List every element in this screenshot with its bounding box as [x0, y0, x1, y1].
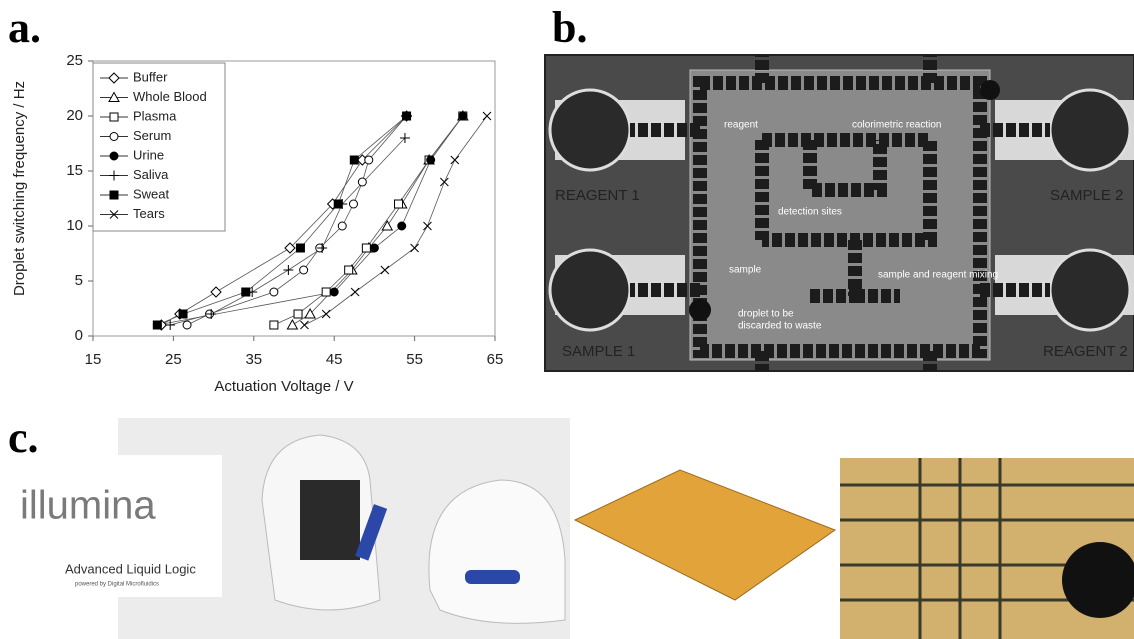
annotation: discarded to waste	[738, 321, 822, 332]
marker	[333, 199, 343, 209]
y-tick-label: 20	[66, 107, 83, 124]
marker	[349, 155, 359, 165]
marker	[182, 320, 192, 330]
marker	[364, 155, 374, 165]
marker	[482, 111, 492, 121]
marker	[397, 221, 407, 231]
marker	[350, 287, 360, 297]
marker	[369, 243, 379, 253]
marker	[321, 309, 331, 319]
marker	[410, 243, 419, 253]
panel-label: c.	[8, 413, 39, 462]
x-tick-label: 25	[165, 351, 182, 368]
legend-label: Urine	[133, 147, 164, 162]
port-label: REAGENT 1	[555, 187, 640, 204]
legend-label: Plasma	[133, 108, 177, 123]
marker	[108, 72, 120, 84]
marker	[293, 309, 303, 319]
marker	[206, 309, 217, 319]
series-line	[157, 115, 464, 326]
panel-label: a.	[8, 3, 41, 52]
photo-b	[544, 54, 1134, 372]
marker	[317, 243, 328, 253]
logo-sub: powered by Digital Microfluidics	[75, 582, 159, 588]
marker	[152, 320, 162, 330]
x-tick-label: 65	[487, 351, 504, 368]
series-line	[186, 115, 407, 326]
marker	[439, 177, 449, 187]
marker	[300, 320, 309, 330]
legend-label: Sweat	[133, 186, 170, 201]
y-tick-label: 10	[66, 217, 83, 234]
x-tick-label: 45	[326, 351, 343, 368]
legend-label: Tears	[133, 206, 165, 221]
x-tick-label: 15	[85, 351, 102, 368]
marker	[295, 243, 305, 253]
port-label: SAMPLE 2	[1050, 187, 1123, 204]
annotation: detection sites	[778, 207, 842, 218]
marker	[458, 111, 468, 121]
marker	[321, 287, 331, 297]
marker	[109, 112, 119, 122]
marker	[450, 155, 460, 165]
x-tick-label: 55	[406, 351, 423, 368]
marker	[241, 287, 251, 297]
marker	[210, 286, 222, 298]
marker	[109, 210, 119, 219]
y-axis-label: Droplet switching frequency / Hz	[11, 81, 28, 296]
marker	[399, 133, 410, 143]
marker	[426, 155, 436, 165]
marker	[283, 265, 294, 275]
logo: Advanced Liquid Logic	[65, 561, 196, 576]
annotation: reagent	[724, 120, 758, 131]
marker	[178, 309, 188, 319]
x-axis-label: Actuation Voltage / V	[214, 378, 353, 395]
marker	[381, 219, 394, 231]
logo: illumina	[20, 484, 156, 528]
marker	[329, 287, 339, 297]
marker	[108, 91, 120, 102]
y-tick-label: 5	[75, 272, 83, 289]
annotation: sample	[729, 265, 762, 276]
marker	[109, 170, 119, 181]
marker	[269, 287, 279, 297]
marker	[165, 320, 176, 330]
legend	[92, 62, 226, 232]
annotation: sample and reagent mixing	[878, 270, 998, 281]
marker	[109, 151, 119, 161]
marker	[109, 132, 119, 141]
photo-c	[0, 418, 1134, 639]
legend-label: Whole Blood	[133, 89, 207, 104]
y-tick-label: 25	[66, 52, 83, 69]
marker	[402, 111, 412, 121]
marker	[344, 265, 354, 275]
annotation: droplet to be	[738, 309, 794, 320]
legend-label: Serum	[133, 128, 171, 143]
port-label: SAMPLE 1	[562, 343, 635, 360]
marker	[394, 199, 404, 209]
marker	[299, 265, 309, 275]
marker	[357, 177, 367, 187]
marker	[284, 242, 296, 254]
y-tick-label: 15	[66, 162, 83, 179]
marker	[337, 221, 347, 231]
marker	[109, 190, 119, 200]
y-tick-label: 0	[75, 327, 83, 344]
marker	[304, 307, 316, 319]
marker	[269, 320, 279, 330]
port-label: REAGENT 2	[1043, 343, 1128, 360]
x-tick-label: 35	[245, 351, 262, 368]
legend-label: Buffer	[133, 69, 168, 84]
marker	[423, 221, 432, 231]
series-line	[273, 115, 464, 326]
legend-label: Saliva	[133, 167, 169, 182]
series-line	[292, 115, 464, 326]
panel-label: b.	[552, 3, 587, 52]
marker	[380, 265, 390, 275]
marker	[361, 243, 371, 253]
marker	[286, 318, 299, 330]
annotation: colorimetric reaction	[852, 120, 941, 131]
marker	[348, 199, 358, 209]
